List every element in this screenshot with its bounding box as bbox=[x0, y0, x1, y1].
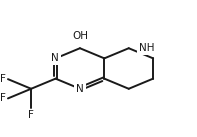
Text: NH: NH bbox=[139, 43, 155, 53]
Text: N: N bbox=[51, 53, 59, 63]
Text: F: F bbox=[0, 93, 6, 103]
Text: N: N bbox=[76, 84, 84, 94]
Text: OH: OH bbox=[72, 31, 88, 41]
Text: F: F bbox=[0, 74, 6, 84]
Text: F: F bbox=[28, 110, 34, 120]
